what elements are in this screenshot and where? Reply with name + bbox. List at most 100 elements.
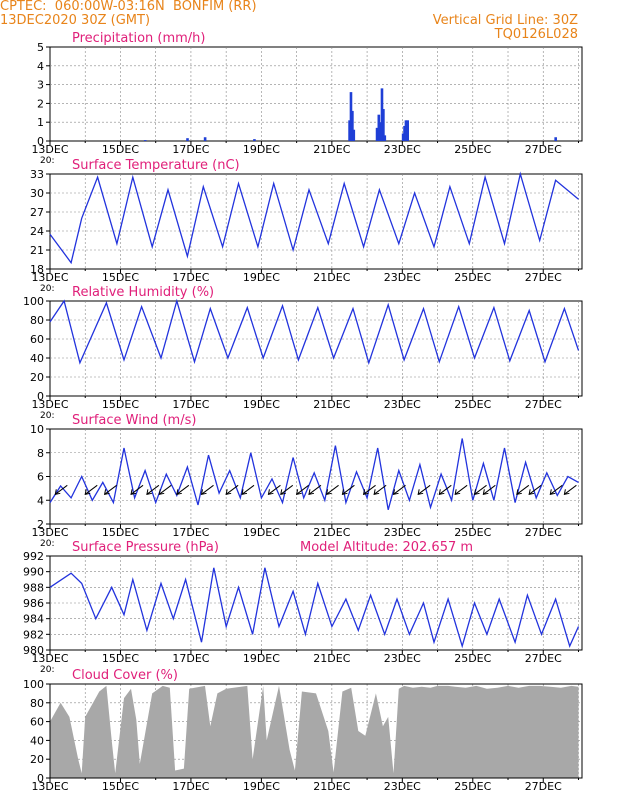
humidity-ytick-label: 60 <box>30 333 44 346</box>
wind-arrow <box>130 484 144 495</box>
wind-arrow-head <box>362 489 369 495</box>
precipitation-bar <box>401 133 405 141</box>
wind-arrow <box>439 484 452 495</box>
wind-arrow-head <box>516 489 522 495</box>
pressure-ytick-label: 980 <box>23 644 44 657</box>
wind-arrow <box>225 484 239 495</box>
precipitation-bar <box>375 127 379 141</box>
precipitation-bar <box>203 137 207 141</box>
wind-title: Surface Wind (m/s) <box>72 413 196 428</box>
precipitation-bar <box>380 88 384 141</box>
wind-arrow <box>474 484 487 495</box>
wind-xtick-label: 21DEC <box>313 526 350 539</box>
wind-xtick-label: 15DEC <box>102 526 139 539</box>
wind-arrow <box>454 484 468 495</box>
wind-xtick-label: 13DEC <box>31 526 68 539</box>
pressure-ytick-label: 990 <box>23 566 44 579</box>
cloud-cover-frame-top <box>49 683 583 779</box>
pressure-ytick-label: 988 <box>23 581 44 594</box>
temperature-xtick-label: 27DEC <box>525 271 562 284</box>
temperature-ytick-label: 30 <box>30 187 44 200</box>
wind-arrow <box>84 484 98 495</box>
wind-xtick-label: 19DEC <box>243 526 280 539</box>
humidity-ytick-label: 0 <box>37 390 44 403</box>
temperature-frame <box>49 173 583 270</box>
humidity-frame <box>49 300 583 397</box>
precipitation-panel: 0 1 2 3 4 5 Precipitation (mm/h) 20: <box>37 31 583 166</box>
humidity-ytick-label: 80 <box>30 314 44 327</box>
humidity-xtick-label: 27DEC <box>525 398 562 411</box>
wind-arrow <box>528 484 542 495</box>
model-code-label: TQ0126L028 <box>494 27 578 42</box>
wind-arrow <box>564 484 577 495</box>
wind-line <box>49 438 579 510</box>
humidity-xtick-label: 25DEC <box>454 398 491 411</box>
station-header: CPTEC: 060:00W-03:16N BONFIM (RR) <box>0 0 257 14</box>
cloud-cover-xtick-label: 19DEC <box>243 780 280 793</box>
cloud-cover-ytick-label: 0 <box>37 772 44 785</box>
wind-ytick-label: 10 <box>30 423 44 436</box>
wind-arrow-head <box>267 489 274 495</box>
cloud-cover-panel: 0 20 40 60 80 100 Cloud Cover (%) 13DEC 15DEC 17D… <box>23 668 583 793</box>
wind-arrow <box>417 484 431 495</box>
humidity-panel: 0 20 40 60 80 100 Relative Humidity (%) 13DEC 15… <box>23 285 583 421</box>
cloud-cover-xtick-label: 13DEC <box>31 780 68 793</box>
wind-arrow-head <box>454 489 461 495</box>
temperature-title: Surface Temperature (nC) <box>72 158 240 173</box>
precipitation-xtick-label: 17DEC <box>172 143 209 156</box>
wind-arrow <box>516 484 530 495</box>
temperature-ytick-label: 18 <box>30 263 44 276</box>
wind-ytick-label: 6 <box>37 471 44 484</box>
wind-arrow <box>176 484 190 495</box>
pressure-xtick-label: 17DEC <box>172 652 209 665</box>
wind-arrow <box>241 484 255 495</box>
wind-arrow-head <box>563 489 570 495</box>
wind-xtick-label: 27DEC <box>525 526 562 539</box>
wind-ytick-label: 4 <box>37 494 44 507</box>
temperature-xtick-label: 13DEC <box>31 271 68 284</box>
wind-arrow-head <box>341 489 348 495</box>
model-altitude-label: Model Altitude: 202.657 m <box>300 540 473 555</box>
precipitation-bar <box>351 110 354 141</box>
precipitation-bar <box>253 139 256 141</box>
temperature-ytick-label: 27 <box>30 206 44 219</box>
wind-arrow-head <box>200 489 207 495</box>
pressure-xtick-label: 27DEC <box>525 652 562 665</box>
precipitation-ytick-label: 1 <box>37 116 44 129</box>
precipitation-bar <box>377 114 381 141</box>
wind-arrow-head <box>84 489 91 495</box>
precipitation-xtick-label: 21DEC <box>313 143 350 156</box>
precipitation-bar <box>403 125 406 141</box>
grid-line-label: Vertical Grid Line: 30Z <box>432 13 578 28</box>
precipitation-frame <box>49 46 583 142</box>
temperature-ytick-label: 33 <box>30 168 44 181</box>
cloud-cover-ytick-label: 80 <box>30 697 44 710</box>
precipitation-bar <box>186 138 189 141</box>
wind-arrow-head <box>280 489 286 495</box>
pressure-title: Surface Pressure (hPa) <box>72 540 219 555</box>
cloud-cover-xtick-label: 17DEC <box>172 780 209 793</box>
pressure-year-label: 20: <box>40 665 54 675</box>
wind-arrow <box>363 484 376 495</box>
precipitation-year-label: 20: <box>40 156 54 166</box>
run-date-header: 13DEC2020 30Z (GMT) <box>0 13 151 28</box>
wind-arrow <box>268 484 281 495</box>
precipitation-ytick-label: 2 <box>37 97 44 110</box>
temperature-panel: 18 21 24 27 30 33 Surface Temperature (nC) 13DE… <box>30 158 583 294</box>
temperature-year-label: 20: <box>40 284 54 294</box>
pressure-xtick-label: 13DEC <box>31 652 68 665</box>
wind-arrow-head <box>473 489 480 495</box>
humidity-line <box>49 298 580 365</box>
precipitation-xtick-label: 13DEC <box>31 143 68 156</box>
precipitation-xtick-label: 23DEC <box>384 143 421 156</box>
pressure-ytick-label: 984 <box>23 613 44 626</box>
humidity-xtick-label: 17DEC <box>172 398 209 411</box>
wind-arrow <box>342 484 355 495</box>
cloud-cover-ytick-label: 60 <box>30 716 44 729</box>
precipitation-ytick-label: 3 <box>37 79 44 92</box>
wind-arrow-head <box>417 489 424 495</box>
wind-arrow <box>201 484 214 495</box>
cloud-cover-xtick-label: 23DEC <box>384 780 421 793</box>
wind-arrow-head <box>373 489 380 495</box>
pressure-xtick-label: 19DEC <box>243 652 280 665</box>
